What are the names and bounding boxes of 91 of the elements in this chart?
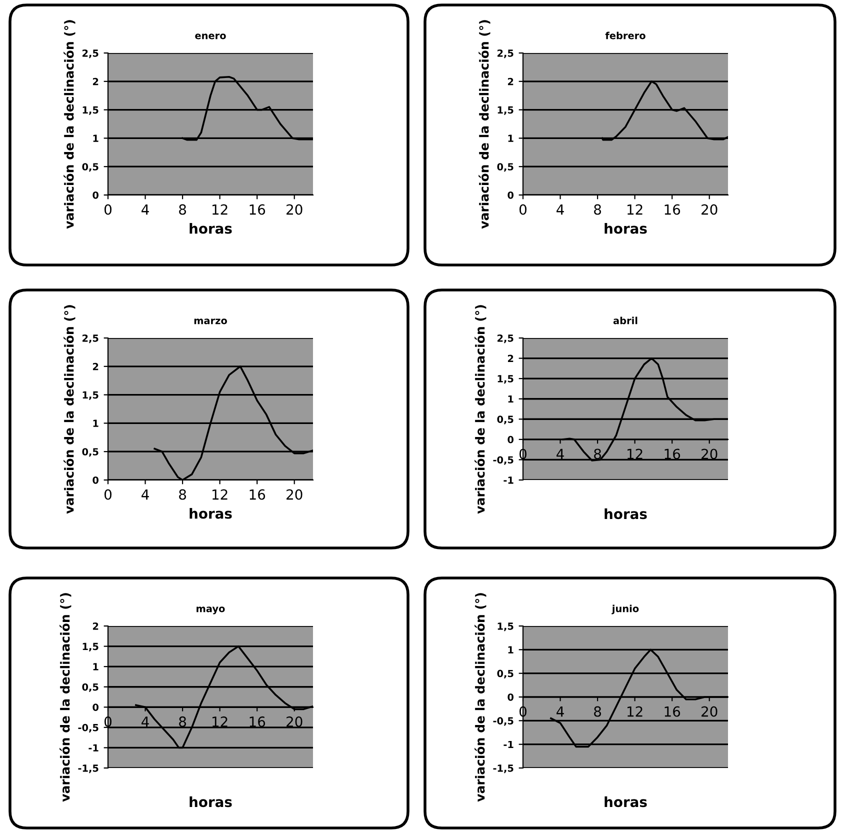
x-tick-label: 0 [104,489,112,500]
y-tick-label: 2 [92,622,98,630]
y-tick-label: -0,5 [493,717,514,726]
x-tick-label: 20 [702,706,718,717]
chart-title: enero [195,34,226,40]
x-tick-label: 8 [179,204,186,215]
y-tick-label: 0,5 [82,683,98,692]
y-tick-label: 1,5 [498,622,514,632]
y-axis-title: variación de la declinación (°) [474,593,486,802]
x-axis-title: horas [604,796,647,808]
y-tick-label: 1 [93,134,98,142]
y-tick-label: -1 [504,740,514,748]
y-tick-label: 0,5 [82,163,98,172]
y-tick-label: 0 [92,191,99,199]
y-tick-label: 1,5 [82,391,98,400]
x-tick-label: 12 [212,204,228,215]
y-tick-label: 2,5 [498,49,514,58]
x-tick-label: 8 [179,716,186,727]
y-tick-label: 2 [92,78,98,86]
x-tick-label: 4 [556,706,564,717]
x-axis-title: horas [604,223,647,234]
x-tick-label: 16 [664,706,680,717]
x-tick-label: 20 [286,489,302,500]
y-tick-label: -0,5 [493,456,514,465]
y-tick-label: 0 [508,693,514,701]
x-tick-label: 4 [142,489,149,500]
x-axis-title: horas [190,796,232,808]
y-tick-label: 0,5 [497,416,514,424]
y-tick-label: 0,5 [497,163,514,172]
x-tick-label: 8 [594,448,602,460]
x-tick-label: 20 [286,716,302,727]
x-tick-label: 12 [628,204,642,215]
x-tick-label: 20 [286,204,302,215]
y-tick-label: 1 [508,646,514,654]
y-tick-label: 2 [508,78,514,86]
y-tick-label: 1 [508,395,514,403]
y-tick-label: 0 [508,436,514,444]
x-tick-label: 4 [142,716,149,727]
x-tick-label: 4 [556,204,564,215]
x-tick-label: 16 [250,204,266,215]
x-tick-label: 16 [250,716,266,727]
y-tick-label: -1 [88,744,98,752]
x-tick-label: 8 [594,204,602,215]
y-tick-label: 1 [93,663,98,670]
x-tick-label: 12 [628,706,642,717]
x-tick-label: 16 [664,204,680,215]
y-tick-label: 0 [92,476,99,484]
y-tick-label: -0,5 [78,724,98,733]
y-tick-label: 0,5 [497,670,514,678]
x-tick-label: 20 [702,204,718,215]
y-tick-label: 1,5 [82,106,98,115]
y-tick-label: 1,5 [82,642,98,652]
chart-title: mayo [196,606,225,614]
y-tick-label: 2 [92,362,98,370]
x-tick-label: 4 [142,204,149,215]
chart-title: marzo [194,318,227,324]
y-tick-label: 1 [93,420,98,427]
y-axis-title: variación de la declinación (°) [64,20,76,229]
x-axis-title: horas [604,508,647,520]
y-tick-label: -1,5 [78,764,98,774]
x-tick-label: 16 [664,448,680,460]
x-tick-label: 0 [104,204,112,215]
x-tick-label: 8 [594,706,602,717]
y-axis-title: variación de la declinación (°) [474,305,486,514]
y-tick-label: 2 [508,354,514,362]
x-axis-title: horas [190,508,232,519]
x-tick-label: 8 [179,489,186,500]
x-tick-label: 0 [519,204,526,215]
x-tick-label: 20 [702,448,718,460]
x-tick-label: 4 [556,448,564,460]
y-axis-title: variación de la declinación (°) [478,20,490,229]
y-tick-label: 2,5 [82,49,98,58]
y-tick-label: 0,5 [82,448,98,457]
chart-title: junio [612,604,639,614]
y-tick-label: 2,5 [498,334,514,344]
x-tick-label: 16 [250,489,266,500]
y-tick-label: 0 [508,191,514,199]
y-tick-label: 1 [508,134,514,142]
y-axis-title: variación de la declinación (°) [60,593,72,802]
y-tick-label: 1,5 [498,375,514,384]
x-tick-label: 12 [628,448,642,460]
y-tick-label: -1,5 [493,764,514,774]
x-tick-label: 12 [212,716,228,727]
x-tick-label: 12 [212,489,228,500]
y-tick-label: 1,5 [498,106,514,115]
y-axis-title: variación de la declinación (°) [64,305,76,514]
y-tick-label: -1 [504,476,514,484]
chart-title: febrero [605,32,646,40]
chart-title: abril [613,316,638,324]
y-tick-label: 2,5 [82,334,98,344]
x-axis-title: horas [190,223,232,234]
